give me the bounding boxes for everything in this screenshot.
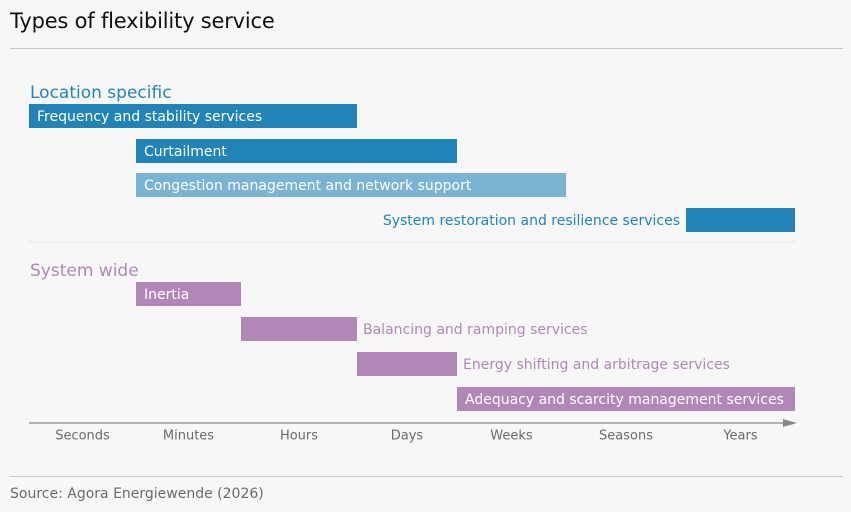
bar-label-frequency-and-stability-services: Frequency and stability services: [37, 109, 262, 125]
bar-label-inertia: Inertia: [144, 287, 189, 303]
bar-curtailment: [136, 139, 457, 163]
bar-label-balancing-and-ramping-services: Balancing and ramping services: [363, 322, 588, 338]
bar-label-adequacy-and-scarcity-management-services: Adequacy and scarcity management service…: [465, 392, 784, 408]
page-title: Types of flexibility service: [10, 9, 275, 33]
bar-label-energy-shifting-and-arbitrage-services: Energy shifting and arbitrage services: [463, 357, 730, 373]
x-tick-label-years: Years: [722, 429, 758, 444]
bar-balancing-and-ramping-services: [241, 317, 357, 341]
footer-divider: [10, 476, 843, 477]
x-tick-label-weeks: Weeks: [490, 429, 533, 444]
x-tick-label-minutes: Minutes: [163, 429, 214, 444]
title-divider: [10, 48, 843, 49]
bar-inertia: [136, 282, 241, 306]
bar-label-curtailment: Curtailment: [144, 144, 227, 160]
bar-congestion-management-and-network-support: [136, 173, 566, 197]
bar-energy-shifting-and-arbitrage-services: [357, 352, 457, 376]
x-tick-label-hours: Hours: [280, 429, 318, 444]
x-axis-arrow: [783, 419, 797, 427]
bar-frequency-and-stability-services: [29, 104, 357, 128]
flexibility-chart: Location specific Frequency and stability…: [29, 83, 797, 444]
bar-label-system-restoration-and-resilience-services: System restoration and resilience servic…: [383, 213, 680, 229]
bar-system-restoration-and-resilience-services: [686, 208, 795, 232]
bar-label-congestion-management-and-network-support: Congestion management and network suppor…: [144, 178, 472, 194]
source-note: Source: Agora Energiewende (2026): [10, 486, 264, 502]
group-label-location-specific: Location specific: [30, 83, 172, 103]
bar-adequacy-and-scarcity-management-services: [457, 387, 795, 411]
group-label-system-wide: System wide: [30, 261, 139, 281]
x-tick-label-seconds: Seconds: [55, 429, 110, 444]
x-tick-label-seasons: Seasons: [599, 429, 653, 444]
x-tick-label-days: Days: [391, 429, 424, 444]
